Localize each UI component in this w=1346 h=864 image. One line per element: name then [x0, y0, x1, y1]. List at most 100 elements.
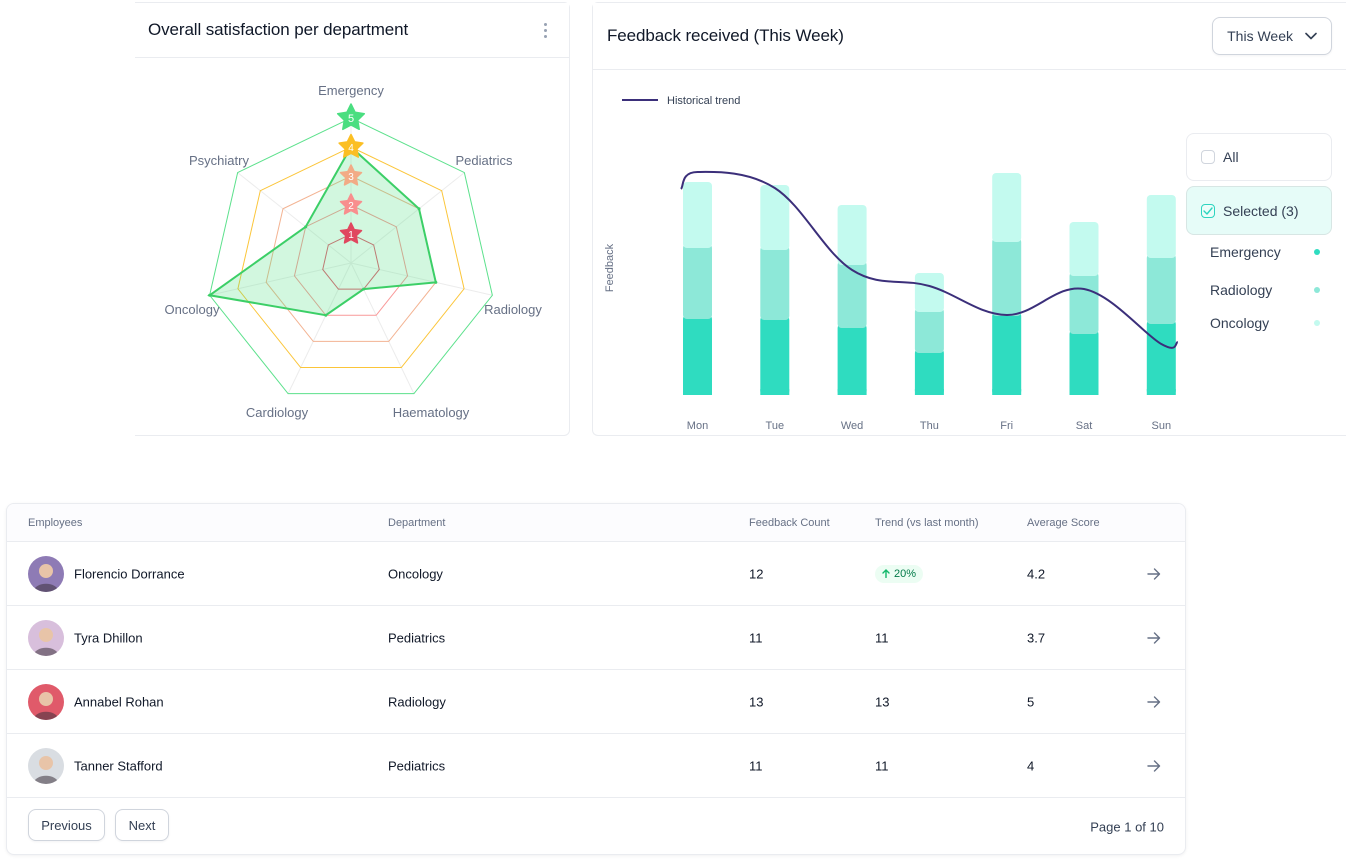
employee-name[interactable]: Tanner Stafford [74, 758, 163, 773]
filter-all-checkbox[interactable] [1201, 150, 1215, 164]
bar-oncology-sun[interactable] [1146, 195, 1176, 258]
arrow-right-icon[interactable] [1147, 759, 1161, 772]
table-row[interactable]: Annabel Rohan Radiology 13 13 5 [7, 670, 1185, 734]
bar-radiology-sat[interactable] [1069, 272, 1099, 334]
bar-emergency-fri[interactable] [992, 312, 1022, 395]
avatar [28, 619, 64, 656]
column-header-employees[interactable]: Employees [28, 516, 83, 529]
department: Pediatrics [388, 758, 446, 773]
radar-point-oncology[interactable] [208, 293, 212, 297]
bar-emergency-thu[interactable] [914, 349, 944, 395]
legend-item-oncology[interactable]: Oncology [1210, 315, 1320, 331]
radar-ring-5 [209, 117, 493, 395]
more-vertical-icon[interactable] [535, 20, 555, 40]
bar-base [992, 389, 1022, 395]
department: Pediatrics [388, 630, 446, 645]
filter-all-label: All [1223, 149, 1239, 165]
bar-oncology-tue[interactable] [760, 185, 790, 250]
trend-cell: 13 [875, 694, 889, 709]
radar-point-cardiology[interactable] [324, 313, 328, 317]
bar-base [837, 389, 867, 395]
table-header: Employees Department Feedback Count Tren… [7, 504, 1185, 542]
bar-emergency-wed[interactable] [837, 324, 867, 395]
next-button[interactable]: Next [115, 809, 169, 841]
bar-radiology-mon[interactable] [683, 244, 712, 319]
bar-base [914, 389, 944, 395]
bar-emergency-mon[interactable] [683, 315, 712, 395]
bar-radiology-fri[interactable] [992, 238, 1022, 316]
legend-item-emergency[interactable]: Emergency [1210, 244, 1320, 260]
bar-radiology-thu[interactable] [914, 308, 944, 353]
bar-emergency-tue[interactable] [760, 316, 790, 395]
employee-name[interactable]: Annabel Rohan [74, 694, 164, 709]
radar-axis-label: Oncology [165, 302, 220, 317]
bar-oncology-fri[interactable] [992, 173, 1022, 242]
column-header-department[interactable]: Department [388, 516, 446, 529]
column-header-feedback-count[interactable]: Feedback Count [749, 516, 830, 529]
table-row[interactable]: Florencio Dorrance Oncology 12 20% 4.2 [7, 542, 1185, 606]
radar-axis-label: Cardiology [246, 405, 309, 420]
level-star-1: 1 [339, 222, 363, 244]
radar-point-haematology[interactable] [362, 287, 366, 291]
arrow-right-icon[interactable] [1147, 695, 1161, 708]
bar-emergency-sun[interactable] [1146, 320, 1176, 395]
bar-oncology-thu[interactable] [914, 273, 944, 312]
feedback-count: 11 [749, 630, 763, 645]
filter-selected-checkbox[interactable] [1201, 203, 1215, 218]
radar-point-radiology[interactable] [434, 280, 438, 284]
trend-badge: 20% [875, 564, 924, 583]
radar-axis-label: Emergency [318, 83, 384, 98]
bar-oncology-mon[interactable] [683, 182, 712, 248]
employee-name[interactable]: Tyra Dhillon [74, 630, 143, 645]
level-label: 1 [348, 230, 354, 241]
avatar [28, 747, 64, 784]
bar-radiology-tue[interactable] [760, 246, 790, 320]
star-icon [336, 103, 366, 131]
level-star-3: 3 [339, 164, 363, 186]
bar-base [1069, 389, 1099, 395]
bar-base [683, 389, 712, 395]
bar-radiology-sun[interactable] [1146, 254, 1176, 324]
chevron-down-icon [1305, 32, 1317, 40]
radar-ring-4 [237, 146, 465, 369]
x-tick-label: Wed [841, 420, 863, 432]
feedback-count: 12 [749, 566, 764, 581]
column-header-trend[interactable]: Trend (vs last month) [875, 516, 979, 529]
bar-radiology-wed[interactable] [837, 261, 867, 328]
check-icon [1203, 206, 1213, 215]
period-dropdown[interactable]: This Week [1212, 17, 1332, 55]
table-row[interactable]: Tanner Stafford Pediatrics 11 11 4 [7, 734, 1185, 798]
bar-emergency-sat[interactable] [1069, 330, 1099, 395]
feedback-count: 11 [749, 758, 763, 773]
radar-point-pediatrics[interactable] [417, 207, 421, 211]
average-score: 3.7 [1027, 630, 1046, 645]
filter-all[interactable]: All [1186, 133, 1332, 181]
employee-name[interactable]: Florencio Dorrance [74, 566, 185, 581]
radar-ring-1 [322, 233, 380, 290]
bar-oncology-wed[interactable] [837, 205, 867, 265]
radar-point-psychiatry[interactable] [304, 225, 308, 229]
table-row[interactable]: Tyra Dhillon Pediatrics 11 11 3.7 [7, 606, 1185, 670]
legend-label: Emergency [1210, 244, 1281, 260]
person-icon [33, 755, 59, 784]
filter-selected[interactable]: Selected (3) [1186, 186, 1332, 235]
arrow-up-icon [882, 569, 890, 578]
legend-label: Radiology [1210, 282, 1273, 298]
person-icon [33, 691, 59, 720]
bar-oncology-sat[interactable] [1069, 222, 1099, 276]
historical-trend-line [680, 170, 1179, 349]
x-tick-label: Mon [687, 420, 708, 432]
radar-axis-label: Radiology [484, 302, 542, 317]
trend-value: 13 [875, 694, 890, 709]
radar-data-area [207, 145, 438, 317]
arrow-right-icon[interactable] [1147, 631, 1161, 644]
legend-item-radiology[interactable]: Radiology [1210, 282, 1320, 298]
column-header-average-score[interactable]: Average Score [1027, 516, 1100, 529]
previous-button[interactable]: Previous [28, 809, 105, 841]
x-tick-label: Sun [1152, 420, 1172, 432]
period-dropdown-value: This Week [1227, 28, 1293, 44]
x-tick-label: Thu [920, 420, 939, 432]
filter-selected-label: Selected (3) [1223, 202, 1299, 219]
arrow-right-icon[interactable] [1147, 567, 1161, 580]
person-icon [33, 627, 59, 656]
